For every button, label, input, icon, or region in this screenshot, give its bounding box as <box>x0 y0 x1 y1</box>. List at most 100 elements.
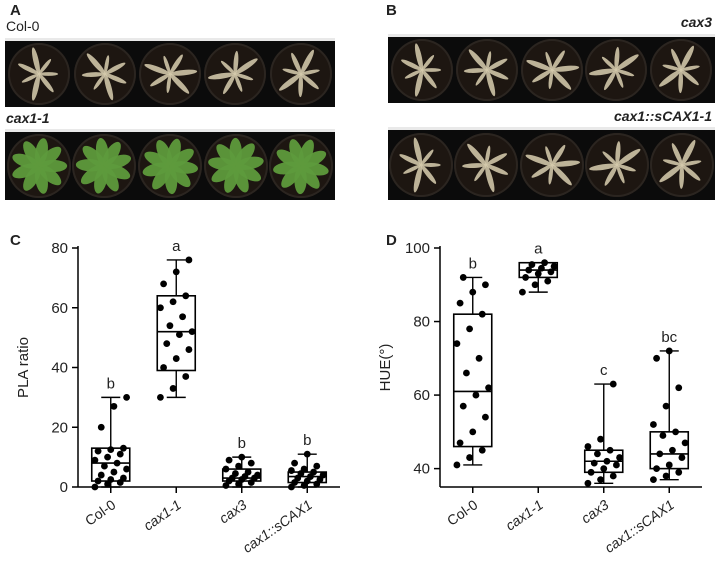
cax3-leaf <box>404 69 422 79</box>
data-point <box>291 459 298 467</box>
data-point <box>303 450 311 458</box>
cax3-rosette <box>659 45 700 94</box>
cax3-leaf <box>421 68 441 72</box>
col0-leaf <box>103 55 109 75</box>
data-point <box>665 347 673 355</box>
cax1-scax1-1-pot <box>454 133 519 197</box>
cax3-leaf <box>604 69 617 91</box>
data-point <box>463 369 470 377</box>
cax3-leaf <box>616 54 640 71</box>
col0-leaf <box>169 54 183 75</box>
data-point <box>157 304 164 312</box>
cax3-pot <box>390 39 453 101</box>
col0-leaf <box>86 53 105 75</box>
col0-pot <box>204 43 267 105</box>
cax1-scax1-1-leaf <box>681 139 696 166</box>
data-point <box>609 380 617 388</box>
data-point <box>313 462 321 470</box>
cax1-scax1-1-leaf <box>486 153 508 166</box>
data-point <box>225 456 233 464</box>
x-tick-label: cax3 <box>216 496 250 526</box>
data-point <box>166 322 174 330</box>
cax3-leaf <box>671 48 682 71</box>
cax1-1-rosette <box>142 138 199 195</box>
data-point <box>238 453 246 461</box>
data-point <box>107 476 115 483</box>
x-tick-label: cax1::sCAX1 <box>601 496 676 556</box>
x-tick-label: cax1-1 <box>140 496 184 533</box>
cax3-rosette <box>589 46 640 91</box>
data-point <box>584 443 592 450</box>
plant-photo-col0 <box>5 38 335 107</box>
col0-leaf <box>32 73 41 101</box>
data-point <box>222 465 230 473</box>
data-point <box>300 465 308 473</box>
col0-rosette <box>144 54 198 94</box>
data-point <box>590 459 598 467</box>
panel-letter-d: D <box>386 232 397 249</box>
data-point <box>113 459 121 467</box>
data-point <box>176 331 183 339</box>
photo-label-cax1-1: cax1-1 <box>6 110 50 126</box>
cax1-scax1-1-leaf <box>551 164 572 186</box>
cax1-scax1-1-leaf <box>681 160 702 166</box>
cax1-scax1-1-leaf <box>544 146 553 166</box>
cax3-leaf <box>681 65 700 71</box>
panel-letter-a: A <box>10 2 21 19</box>
data-point <box>597 476 604 484</box>
cax1-scax1-1-leaf <box>421 163 441 167</box>
y-tick-label: 100 <box>405 240 430 257</box>
cax1-scax1-1-leaf <box>616 164 625 184</box>
col0-leaf <box>234 73 243 92</box>
cax1-1-leaf <box>22 165 41 191</box>
col0-pot <box>269 43 332 105</box>
data-point <box>160 280 167 288</box>
data-point <box>91 483 99 491</box>
data-point <box>466 325 473 333</box>
data-point <box>600 465 608 473</box>
cax1-scax1-1-leaf <box>467 143 487 166</box>
cax1-scax1-1-leaf <box>413 164 423 193</box>
data-point <box>482 281 489 289</box>
cax3-pot <box>650 39 713 101</box>
col0-leaf <box>300 69 320 75</box>
cax3-leaf <box>531 69 552 83</box>
photo-label-col0: Col-0 <box>6 18 40 34</box>
y-tick-label: 40 <box>413 461 430 478</box>
significance-letter: b <box>238 435 246 452</box>
data-point <box>650 476 657 484</box>
cax1-scax1-1-pot <box>389 133 454 197</box>
data-point <box>163 340 171 347</box>
data-point <box>120 444 127 452</box>
col0-leaf <box>39 58 52 75</box>
cax3-leaf <box>485 51 491 71</box>
col0-pot <box>73 43 136 105</box>
data-point <box>606 446 614 454</box>
box-iqr <box>649 431 690 470</box>
chart-hue: 40 60 80 100 HUE(°) b Col-0 a cax1-1 c cax3 bc cax1:… <box>377 240 702 556</box>
data-point <box>587 468 595 476</box>
cax3-pot <box>585 39 648 101</box>
data-point <box>547 268 555 276</box>
data-point <box>116 450 124 458</box>
data-point <box>544 277 552 285</box>
col0-leaf <box>235 58 259 75</box>
data-point <box>185 256 193 264</box>
data-point <box>453 461 461 469</box>
cax1-scax1-1-rosette <box>462 143 509 193</box>
data-point <box>247 459 255 467</box>
cax1-scax1-1-leaf <box>615 141 621 166</box>
col0-leaf <box>144 63 171 75</box>
cax1-1-pot <box>269 134 334 198</box>
cax1-scax1-1-leaf <box>474 164 487 182</box>
col0-rosette <box>18 47 59 101</box>
cax1-scax1-1-leaf <box>399 154 422 166</box>
cax1-1-leaf <box>104 154 132 170</box>
cax3-leaf <box>616 69 635 77</box>
col0-leaf <box>235 73 254 81</box>
col0-leaf <box>166 73 172 93</box>
data-point <box>534 270 542 278</box>
data-point <box>613 461 620 469</box>
y-axis-label: PLA ratio <box>15 337 32 398</box>
col0-leaf <box>278 73 301 91</box>
